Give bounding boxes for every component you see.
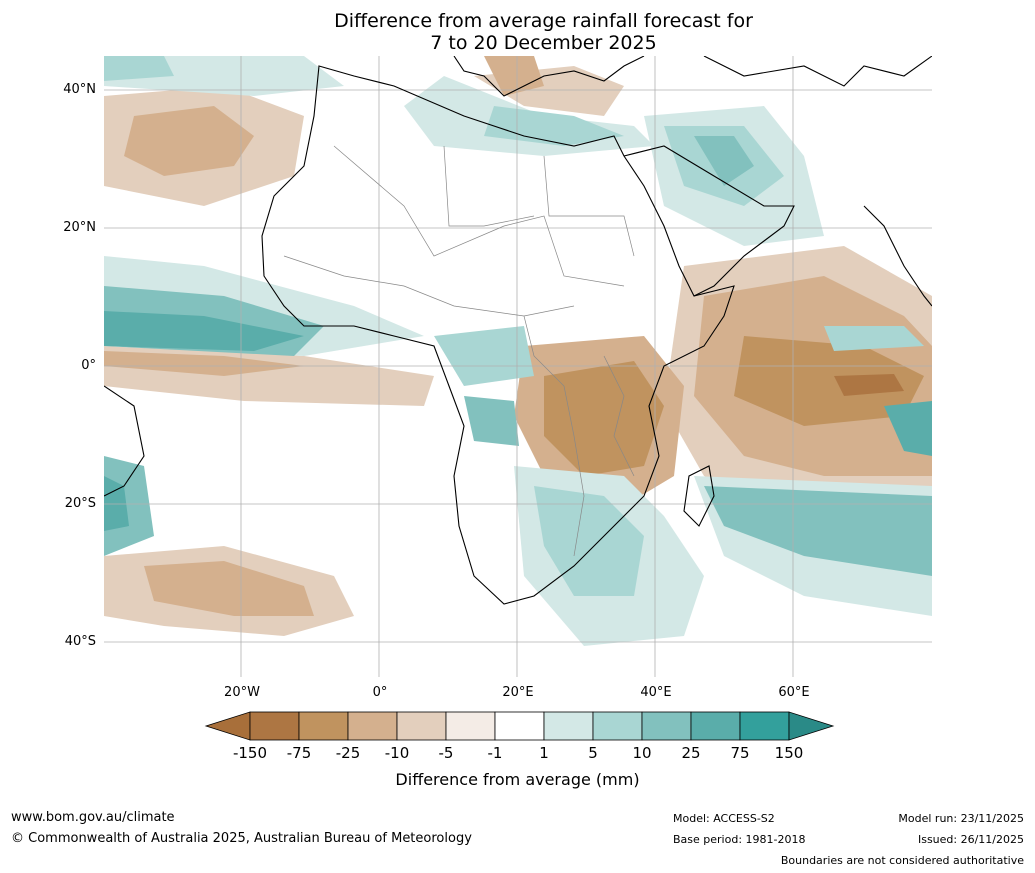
colorbar-tick-label: -75 — [286, 744, 312, 762]
lat-label-20s: 20°S — [64, 496, 96, 511]
lat-label-40s: 40°S — [64, 634, 96, 649]
colorbar-swatch — [298, 711, 349, 741]
map-title: Difference from average rainfall forecas… — [0, 10, 1035, 54]
colorbar-swatch — [592, 711, 643, 741]
footer-issued: Issued: 26/11/2025 — [917, 833, 1024, 846]
colorbar-arrow-high — [788, 711, 835, 741]
title-line-1: Difference from average rainfall forecas… — [334, 10, 753, 32]
wet-anomaly-fields — [104, 56, 932, 646]
colorbar-swatch — [494, 711, 545, 741]
graticule — [104, 56, 932, 677]
colorbar-tick-label: -5 — [438, 744, 454, 762]
footer-model-run: Model run: 23/11/2025 — [898, 812, 1024, 825]
coastlines — [104, 56, 932, 605]
lat-label-20n: 20°N — [63, 220, 96, 235]
colorbar-arrow-low — [204, 711, 251, 741]
lon-label-20e: 20°E — [502, 685, 534, 700]
lat-label-0: 0° — [81, 358, 96, 373]
colorbar-tick-label: 75 — [730, 744, 750, 762]
colorbar-swatch — [690, 711, 741, 741]
rainfall-anomaly-map — [104, 56, 932, 677]
footer-copyright: © Commonwealth of Australia 2025, Austra… — [11, 831, 472, 846]
colorbar-tick-label: 25 — [681, 744, 701, 762]
lat-label-40n: 40°N — [63, 82, 96, 97]
colorbar-tick-label: 5 — [588, 744, 598, 762]
dry-anomaly-fields — [104, 56, 932, 636]
footer-disclaimer: Boundaries are not considered authoritat… — [780, 854, 1024, 867]
colorbar-swatch — [739, 711, 790, 741]
colorbar-swatch — [543, 711, 594, 741]
title-line-2: 7 to 20 December 2025 — [430, 32, 657, 54]
footer-base-period: Base period: 1981-2018 — [673, 833, 806, 846]
colorbar-swatch — [445, 711, 496, 741]
lon-label-60e: 60°E — [778, 685, 810, 700]
colorbar-tick-label: 150 — [774, 744, 804, 762]
colorbar-swatch — [347, 711, 398, 741]
lon-label-20w: 20°W — [224, 685, 260, 700]
colorbar-swatch — [641, 711, 692, 741]
lon-label-0: 0° — [372, 685, 388, 700]
colorbar-label: Difference from average (mm) — [395, 770, 640, 789]
country-borders — [283, 145, 635, 557]
colorbar-swatch — [396, 711, 447, 741]
colorbar-tick-label: 1 — [539, 744, 549, 762]
colorbar — [204, 711, 835, 741]
footer-url[interactable]: www.bom.gov.au/climate — [11, 810, 175, 825]
colorbar-tick-label: -10 — [384, 744, 410, 762]
colorbar-tick-label: -1 — [487, 744, 503, 762]
colorbar-tick-label: -150 — [232, 744, 268, 762]
map-canvas — [104, 56, 932, 677]
footer-model: Model: ACCESS-S2 — [673, 812, 775, 825]
lon-label-40e: 40°E — [640, 685, 672, 700]
colorbar-swatch — [249, 711, 300, 741]
colorbar-tick-label: -25 — [335, 744, 361, 762]
colorbar-tick-label: 10 — [632, 744, 652, 762]
